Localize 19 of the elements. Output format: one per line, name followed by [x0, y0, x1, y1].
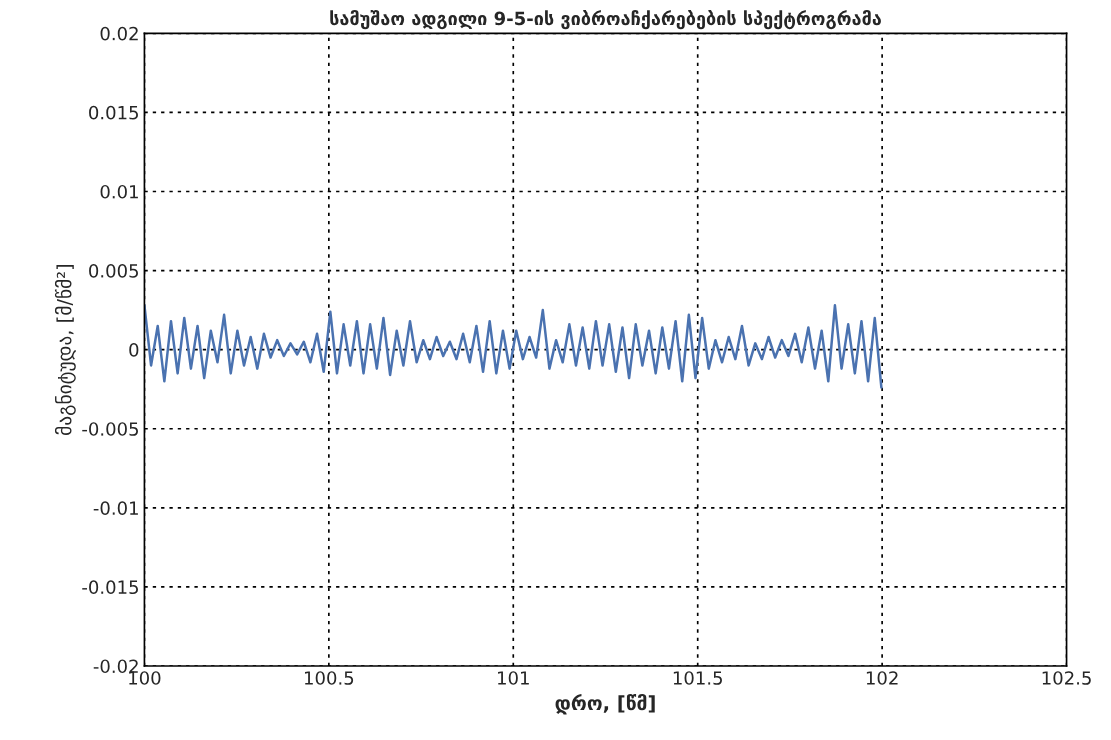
line-series — [144, 304, 883, 389]
y-tick-label: 0.01 — [100, 184, 138, 199]
x-tick-label: 102 — [866, 671, 898, 685]
x-tick-label: 101 — [498, 671, 529, 685]
y-tick-label: -0.015 — [82, 580, 138, 595]
chart-title: სამუშაო ადგილი 9-5-ის ვიბროაჩქარებების სპექტროგრამა — [330, 9, 881, 30]
y-tick-label: -0.005 — [82, 422, 138, 436]
y-tick-label: 0.02 — [100, 26, 138, 41]
x-axis-title: დრო, [წმ] — [555, 693, 655, 715]
y-tick-label: -0.02 — [93, 659, 138, 674]
x-tick-label: 100 — [129, 671, 161, 685]
y-tick-label: 0.005 — [89, 264, 138, 278]
y-axis-title: მაგნიტუდა, [მ/წმ²] — [54, 265, 76, 435]
y-tick-label: 0.015 — [89, 105, 138, 120]
y-tick-label: 0 — [129, 343, 139, 357]
x-tick-label: 102.5 — [1042, 671, 1091, 685]
x-tick-label: 101.5 — [673, 671, 722, 685]
x-tick-label: 100.5 — [304, 671, 354, 685]
y-tick-label: -0.01 — [93, 501, 138, 515]
